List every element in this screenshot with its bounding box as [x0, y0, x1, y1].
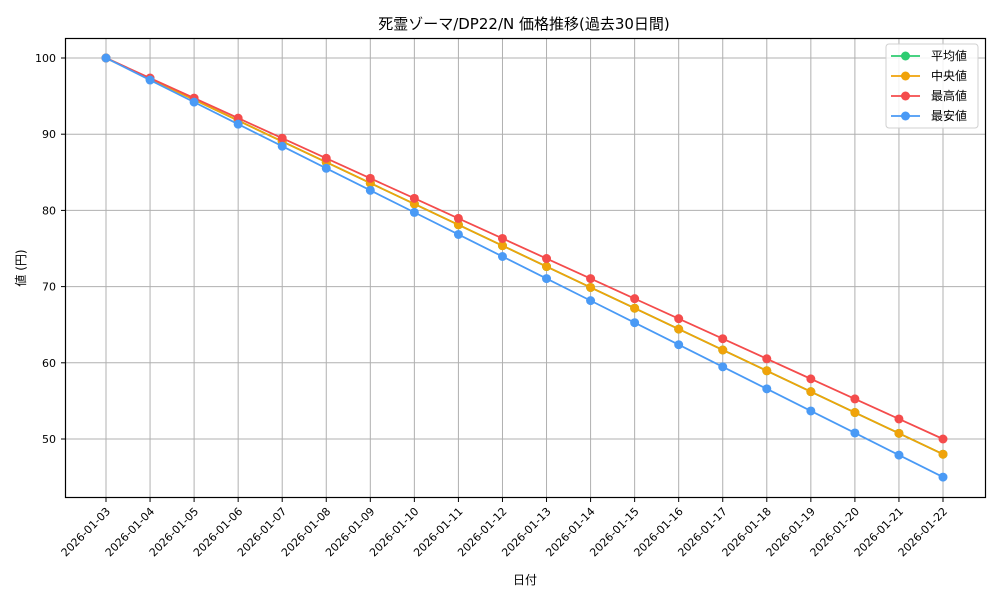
data-point	[542, 274, 552, 284]
legend-marker-icon	[901, 111, 910, 121]
legend-box	[885, 43, 979, 129]
data-point	[365, 173, 375, 183]
y-tick-label: 70	[42, 281, 56, 294]
legend-item: 最高値	[891, 88, 967, 103]
data-point	[542, 254, 552, 264]
legend-label: 最安値	[931, 108, 967, 123]
legend-marker-icon	[901, 71, 910, 81]
data-point	[894, 428, 904, 438]
y-tick-label: 50	[42, 433, 56, 446]
data-point	[718, 345, 728, 355]
data-point	[630, 303, 640, 313]
data-point	[497, 233, 507, 243]
data-point	[453, 229, 463, 239]
legend-item: 中央値	[891, 68, 967, 83]
data-point	[277, 141, 287, 151]
data-point	[674, 324, 684, 334]
data-point	[850, 408, 860, 418]
data-point	[453, 213, 463, 223]
data-point	[938, 449, 948, 459]
legend-marker-icon	[901, 51, 910, 61]
data-point	[586, 274, 596, 284]
data-point	[101, 53, 111, 63]
legend-item: 平均値	[891, 48, 967, 63]
data-point	[321, 153, 331, 163]
data-point	[497, 252, 507, 262]
x-axis-label: 日付	[513, 573, 537, 587]
grid-lines	[66, 39, 985, 497]
data-point	[674, 314, 684, 324]
data-point	[453, 220, 463, 230]
data-point	[850, 428, 860, 438]
data-point	[806, 374, 816, 384]
data-point	[894, 450, 904, 460]
data-point	[630, 294, 640, 304]
data-point	[894, 414, 904, 424]
data-point	[762, 366, 772, 376]
data-point	[365, 185, 375, 195]
data-point	[409, 193, 419, 203]
chart-title: 死霊ゾーマ/DP22/N 価格推移(過去30日間)	[378, 15, 670, 33]
data-point	[189, 97, 199, 107]
data-point	[762, 354, 772, 364]
y-axis: 50 60 70 80 90 100	[35, 52, 66, 446]
data-point	[806, 387, 816, 397]
data-point	[321, 163, 331, 173]
legend-marker-icon	[901, 91, 910, 101]
data-point	[497, 241, 507, 251]
data-point	[850, 394, 860, 404]
data-point	[762, 384, 772, 394]
data-point	[718, 334, 728, 344]
data-point	[277, 133, 287, 143]
data-point	[586, 296, 596, 306]
data-point	[806, 406, 816, 416]
y-tick-label: 80	[42, 204, 56, 217]
data-point	[145, 75, 155, 85]
data-point	[938, 472, 948, 482]
y-tick-label: 90	[42, 128, 56, 141]
plot-frame	[64, 37, 987, 499]
data-point	[630, 318, 640, 328]
y-tick-label: 100	[35, 52, 56, 65]
data-point	[542, 262, 552, 272]
data-point	[938, 434, 948, 444]
data-point	[586, 282, 596, 292]
legend-label: 平均値	[931, 48, 967, 63]
data-point	[718, 362, 728, 372]
legend-label: 最高値	[931, 88, 967, 103]
series-最安値	[101, 53, 948, 482]
series-lines	[101, 53, 948, 482]
data-point	[409, 207, 419, 217]
y-axis-label: 値 (円)	[13, 249, 28, 286]
legend-item: 最安値	[891, 108, 967, 123]
y-tick-label: 60	[42, 357, 56, 370]
data-point	[233, 119, 243, 129]
legend-label: 中央値	[931, 68, 967, 83]
data-point	[674, 340, 684, 350]
